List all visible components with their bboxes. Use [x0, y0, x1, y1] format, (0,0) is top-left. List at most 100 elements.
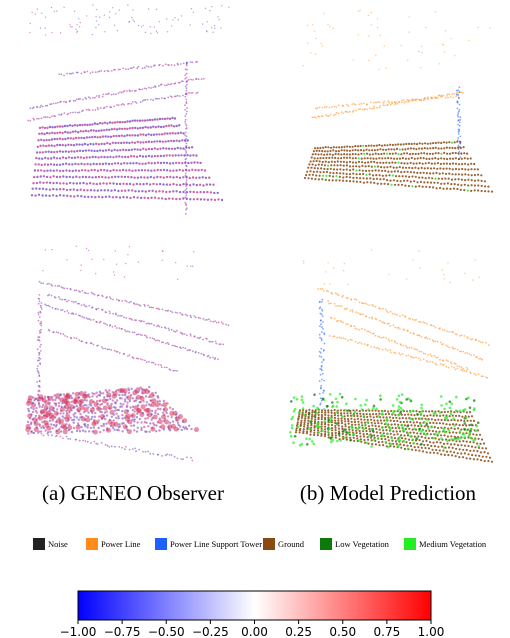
point: [376, 145, 378, 147]
point: [175, 162, 177, 164]
point: [405, 417, 407, 419]
point: [89, 182, 91, 184]
point: [174, 117, 176, 119]
point: [112, 326, 114, 328]
point: [297, 426, 300, 429]
point: [135, 450, 137, 452]
point: [186, 334, 188, 336]
point: [132, 162, 134, 164]
point: [94, 294, 96, 296]
point: [111, 94, 113, 96]
point: [335, 434, 337, 436]
point: [62, 151, 64, 153]
point: [115, 413, 117, 415]
point: [300, 420, 302, 422]
point: [368, 165, 370, 167]
point: [308, 163, 310, 165]
point: [380, 183, 382, 185]
point: [37, 360, 39, 362]
point: [405, 143, 407, 145]
point: [147, 197, 149, 199]
point: [45, 188, 47, 190]
point: [310, 431, 312, 433]
point: [365, 145, 367, 147]
point: [393, 179, 395, 181]
point: [334, 157, 336, 159]
point: [334, 414, 336, 416]
point: [335, 429, 337, 431]
point: [358, 34, 359, 35]
point: [412, 442, 415, 445]
point: [472, 338, 474, 340]
point: [148, 87, 150, 89]
point: [368, 170, 370, 172]
point: [397, 162, 399, 164]
point: [184, 121, 186, 123]
point: [421, 351, 423, 353]
point: [382, 308, 384, 310]
point: [172, 198, 174, 200]
point: [35, 157, 37, 159]
point: [48, 195, 50, 197]
point: [341, 416, 344, 419]
point: [86, 136, 88, 138]
point: [362, 177, 364, 179]
point: [484, 180, 486, 182]
point: [378, 69, 379, 70]
point: [451, 93, 453, 95]
point: [361, 161, 363, 163]
point: [56, 125, 58, 127]
point: [117, 351, 119, 353]
point: [311, 117, 313, 119]
point: [41, 132, 43, 134]
point: [65, 163, 67, 165]
point: [441, 178, 443, 180]
point: [388, 174, 390, 176]
point: [440, 437, 443, 440]
point: [405, 101, 407, 103]
point: [134, 169, 136, 171]
point: [39, 316, 41, 318]
point: [180, 458, 182, 460]
point: [366, 416, 368, 418]
point: [78, 143, 80, 145]
point: [95, 392, 97, 394]
point: [74, 112, 76, 114]
point: [336, 293, 338, 295]
point: [39, 330, 41, 332]
point: [425, 336, 427, 338]
point: [34, 163, 36, 165]
point: [402, 345, 404, 347]
point: [131, 17, 132, 18]
point: [361, 408, 364, 411]
point: [432, 449, 434, 451]
point: [366, 103, 368, 105]
point: [105, 162, 107, 164]
point: [62, 144, 64, 146]
point: [137, 391, 139, 393]
point: [63, 429, 68, 434]
point: [367, 419, 369, 421]
point: [464, 157, 466, 159]
point: [440, 183, 442, 185]
point: [51, 132, 53, 134]
point: [373, 106, 375, 108]
point: [142, 183, 144, 185]
point: [370, 445, 373, 448]
point: [66, 183, 68, 185]
point: [322, 398, 325, 401]
point: [470, 190, 472, 192]
point: [89, 110, 91, 112]
point: [352, 161, 354, 163]
point: [334, 417, 336, 419]
point: [423, 352, 425, 354]
point: [120, 403, 122, 405]
point: [125, 446, 127, 448]
point: [117, 176, 119, 178]
point: [341, 428, 343, 430]
point: [148, 431, 150, 433]
point: [372, 158, 374, 160]
point: [172, 408, 174, 410]
point: [190, 316, 192, 318]
point: [101, 411, 103, 413]
